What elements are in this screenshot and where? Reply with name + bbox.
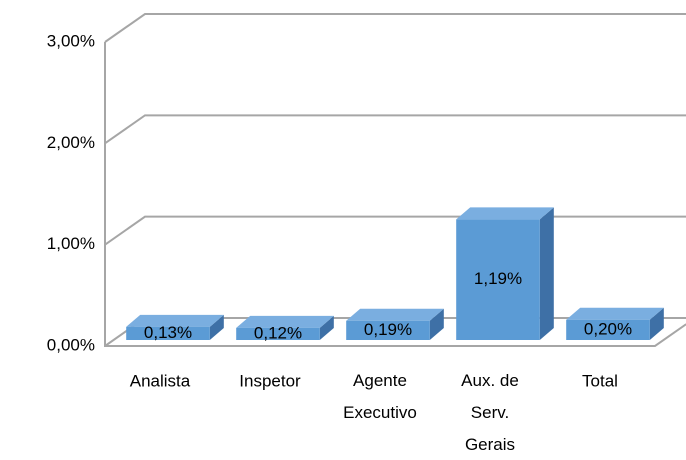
bar-top	[346, 308, 444, 321]
y-tick-label: 1,00%	[47, 234, 95, 253]
x-tick-label: Total	[582, 371, 618, 390]
bar-top	[456, 207, 554, 220]
data-label: 0,13%	[144, 323, 192, 342]
bar	[236, 327, 320, 340]
bar-top	[126, 314, 224, 327]
bar-side	[429, 308, 444, 340]
label-line: Gerais	[465, 435, 515, 454]
data-label: 1,19%	[474, 269, 522, 288]
x-tick-label: Analista	[130, 371, 191, 390]
bar-side	[209, 314, 224, 340]
y-tick-label: 2,00%	[47, 133, 95, 152]
label-line: Executivo	[343, 403, 417, 422]
label-line: Agente	[353, 371, 407, 390]
bar-side	[649, 307, 664, 340]
grid-line	[104, 215, 686, 246]
grid-line	[104, 114, 686, 145]
bar-side	[539, 207, 554, 340]
bar	[126, 326, 210, 340]
y-tick-label: 0,00%	[47, 335, 95, 354]
bar	[456, 219, 540, 340]
data-label: 0,12%	[254, 323, 302, 342]
y-tick-label: 3,00%	[47, 31, 95, 50]
x-tick-label: Aux. de Serv. Gerais	[461, 371, 519, 454]
bar	[346, 320, 430, 340]
bar-side	[319, 315, 334, 340]
x-tick-label: Agente Executivo	[343, 371, 417, 422]
grid-line	[104, 13, 686, 43]
bar-top	[236, 315, 334, 328]
x-tick-label: Inspetor	[239, 371, 301, 390]
bar	[566, 319, 650, 340]
axis-line	[104, 42, 686, 347]
data-label: 0,20%	[584, 319, 632, 338]
label-line: Serv.	[471, 403, 509, 422]
data-label: 0,19%	[364, 320, 412, 339]
bar-top	[566, 307, 664, 320]
label-line: Aux. de	[461, 371, 519, 390]
